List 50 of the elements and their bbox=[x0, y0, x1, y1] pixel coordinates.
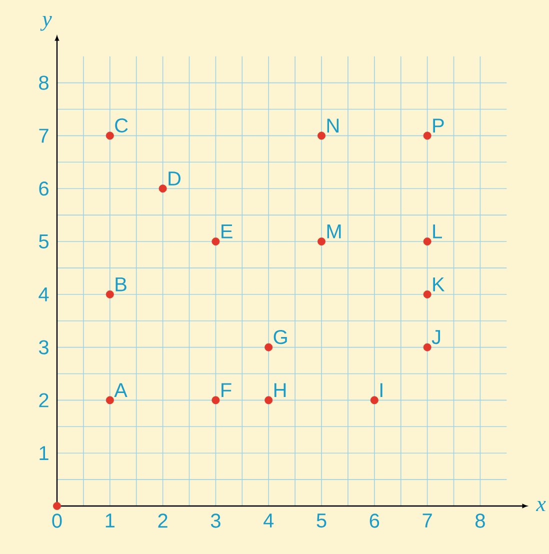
point bbox=[264, 343, 272, 352]
point bbox=[52, 502, 61, 510]
annotation: H bbox=[274, 383, 286, 397]
annotation: I bbox=[380, 383, 382, 397]
point bbox=[106, 132, 114, 140]
annotation: B bbox=[116, 277, 126, 292]
x-tick-label: 4 bbox=[263, 514, 274, 528]
point bbox=[158, 184, 167, 193]
y-tick-label: 5 bbox=[38, 234, 48, 248]
point bbox=[423, 290, 432, 298]
y-tick-label: 1 bbox=[40, 446, 48, 460]
y-tick-label: 3 bbox=[38, 340, 48, 354]
x-axis-title: x bbox=[536, 500, 546, 512]
y-tick-label: 7 bbox=[39, 128, 48, 143]
y-tick-label: 6 bbox=[39, 182, 48, 196]
annotation: F bbox=[221, 383, 232, 397]
annotation: J bbox=[432, 330, 440, 344]
x-tick-label: 2 bbox=[158, 514, 168, 528]
point bbox=[423, 132, 432, 140]
annotation: L bbox=[433, 224, 442, 238]
x-tick-label: 8 bbox=[475, 514, 485, 528]
point bbox=[423, 343, 432, 352]
annotation: D bbox=[168, 172, 180, 186]
annotation: M bbox=[327, 224, 341, 238]
point bbox=[264, 396, 272, 404]
annotation: K bbox=[433, 277, 444, 292]
annotation: N bbox=[327, 118, 338, 132]
annotation: P bbox=[433, 118, 444, 132]
annotation: A bbox=[114, 383, 128, 397]
x-tick-label: 5 bbox=[316, 514, 326, 528]
point bbox=[370, 396, 378, 404]
x-tick-label: 7 bbox=[422, 514, 432, 528]
point bbox=[212, 396, 220, 404]
point bbox=[317, 237, 326, 246]
y-tick-label: 4 bbox=[38, 288, 49, 302]
x-tick-label: 6 bbox=[370, 514, 379, 528]
point bbox=[106, 290, 114, 298]
y-tick-label: 2 bbox=[39, 393, 48, 408]
annotation: C bbox=[114, 118, 128, 132]
x-tick-label: 0 bbox=[52, 514, 62, 528]
y-tick-label: 8 bbox=[38, 76, 48, 90]
y-axis-title: y bbox=[40, 16, 52, 31]
annotation: G bbox=[274, 330, 287, 344]
point bbox=[106, 396, 114, 404]
point bbox=[423, 237, 432, 246]
x-tick-label: 3 bbox=[210, 514, 220, 528]
point bbox=[317, 132, 326, 140]
point bbox=[212, 237, 220, 246]
annotation: E bbox=[221, 224, 232, 238]
x-tick-label: 1 bbox=[106, 514, 114, 528]
